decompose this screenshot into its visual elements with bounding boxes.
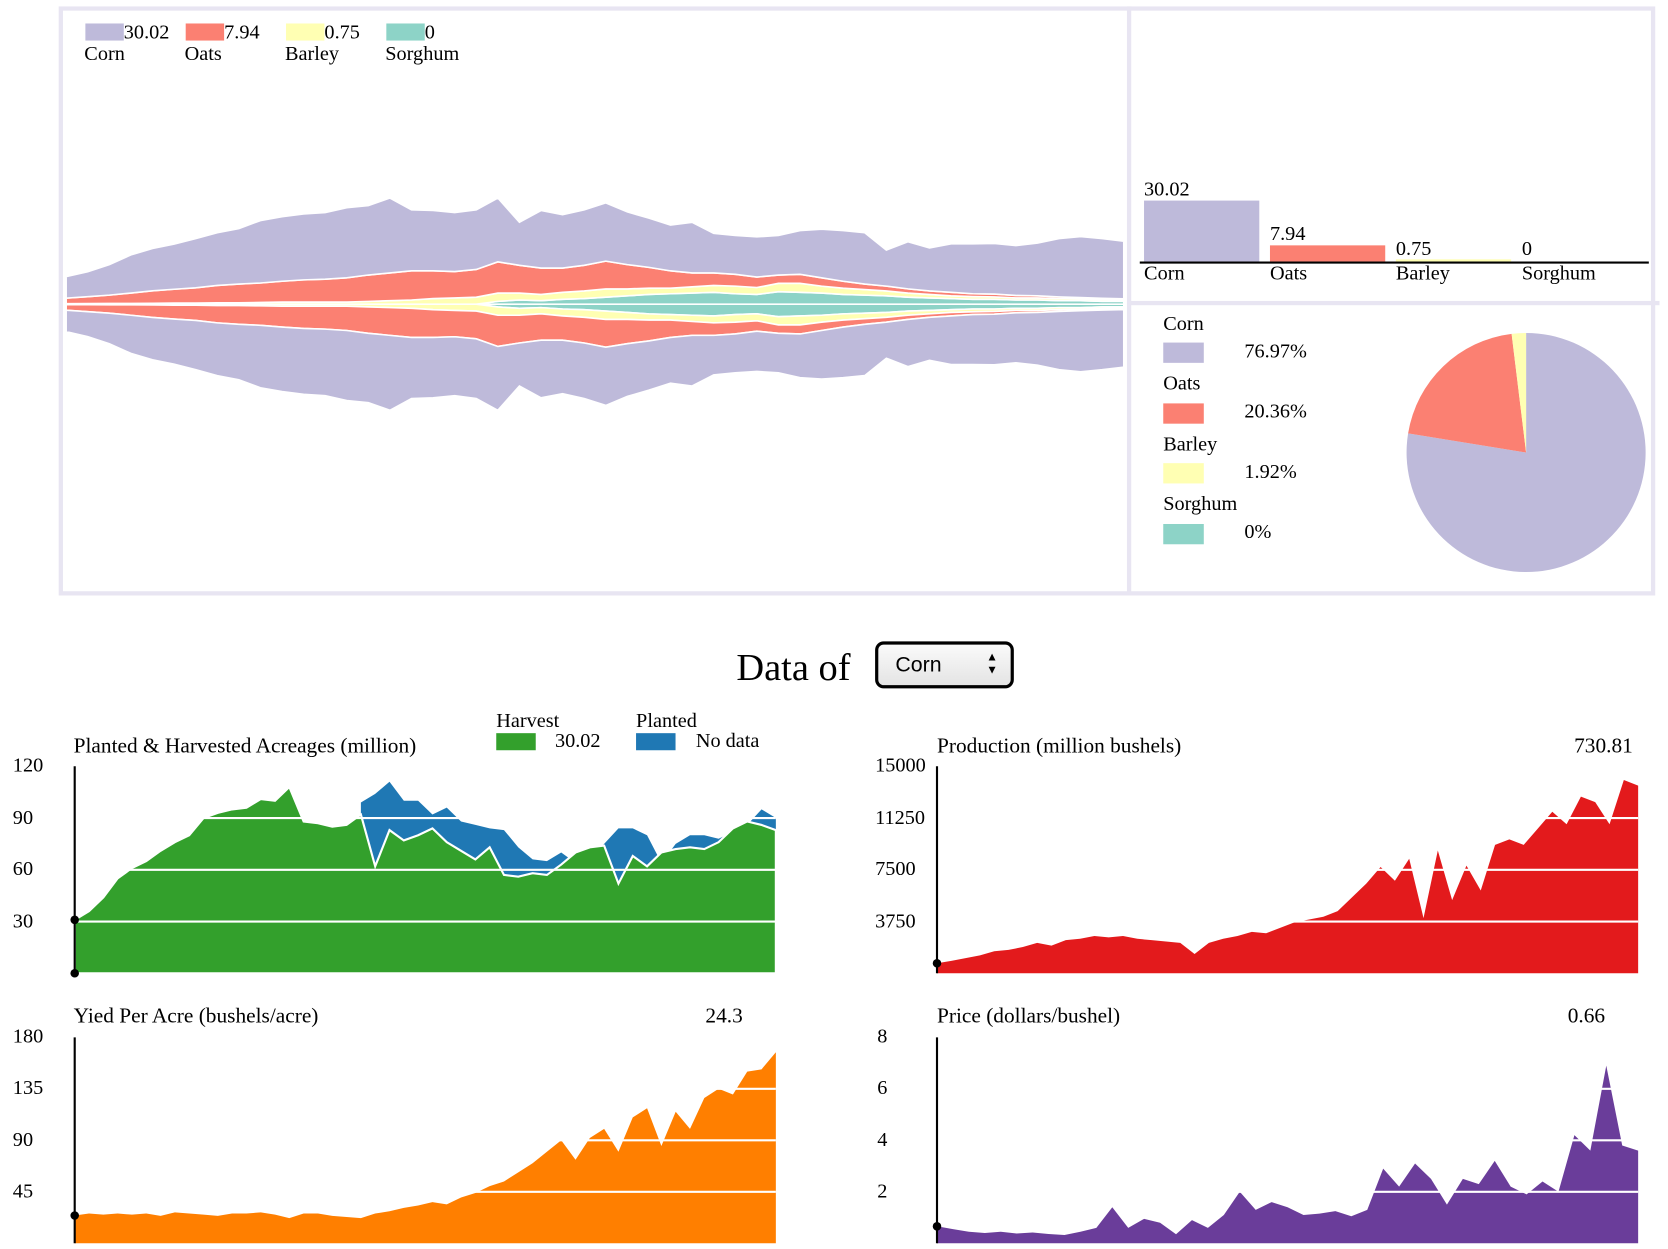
yield-y-tick: 180 <box>12 1025 44 1048</box>
pie-legend-swatch-oats <box>1163 403 1204 424</box>
bar-category-oats: Oats <box>1269 262 1308 285</box>
pie-slice-oats <box>1408 333 1527 453</box>
pie-legend-name-corn: Corn <box>1163 312 1204 336</box>
production-chart-title: Production (million bushels) <box>937 734 1182 758</box>
harvest-area <box>73 785 777 975</box>
price-chart-title: Price (dollars/bushel) <box>937 1004 1121 1028</box>
bar-category-corn: Corn <box>1144 262 1185 285</box>
pie-legend-name-sorghum: Sorghum <box>1163 493 1238 516</box>
yield-y-tick: 45 <box>12 1180 34 1203</box>
bar-label-oats: 7.94 <box>1269 223 1306 246</box>
legend-value-sorghum: 0 <box>424 21 435 44</box>
acreage-y-tick: 90 <box>12 806 34 829</box>
production-y-tick: 15000 <box>875 754 926 777</box>
legend-name-corn: Corn <box>84 42 125 66</box>
legend-planted-swatch <box>636 733 676 751</box>
pie-legend-pct-sorghum: 0% <box>1244 520 1272 544</box>
production-current-point[interactable] <box>932 958 942 968</box>
price-current-point[interactable] <box>932 1222 942 1231</box>
acreage-current-point[interactable] <box>70 915 79 925</box>
pie-chart <box>1406 332 1646 573</box>
crop-select[interactable]: Corn ▲ ▼ <box>875 641 1014 689</box>
legend-swatch-barley <box>286 23 325 41</box>
bar-chart <box>1139 200 1649 264</box>
pie-legend-name-barley: Barley <box>1163 433 1218 456</box>
price-y-tick: 6 <box>877 1077 888 1100</box>
price-y-tick: 4 <box>877 1128 888 1151</box>
production-current-value: 730.81 <box>1574 734 1633 758</box>
legend-name-oats: Oats <box>184 42 222 66</box>
legend-harvest-name: Harvest <box>496 709 560 733</box>
bar-label-barley: 0.75 <box>1395 237 1432 261</box>
legend-harvest-swatch <box>496 733 536 751</box>
price-current-value: 0.66 <box>1567 1004 1606 1028</box>
bar-corn <box>1144 200 1260 262</box>
panel-divider <box>1126 300 1660 306</box>
bar-barley <box>1395 259 1512 262</box>
pie-legend-swatch-barley <box>1163 463 1204 484</box>
legend-value-corn: 30.02 <box>123 21 170 44</box>
production-y-tick: 11250 <box>875 806 926 829</box>
yield-area <box>74 1052 776 1244</box>
acreage-y-tick: 30 <box>12 909 34 933</box>
legend-planted-value: No data <box>695 729 760 753</box>
legend-planted-name: Planted <box>636 709 697 733</box>
production-area <box>937 780 1639 974</box>
pie-legend-swatch-corn <box>1163 342 1204 363</box>
stream-layer-corn[interactable] <box>65 197 1125 300</box>
acreage-y-tick: 120 <box>12 754 44 777</box>
data-of-label: Data of <box>736 645 851 689</box>
pie-slice-barley <box>1511 332 1527 453</box>
pie-legend-pct-oats: 20.36% <box>1244 400 1307 423</box>
streamgraph[interactable] <box>0 0 1668 640</box>
price-area <box>937 1065 1639 1244</box>
bar-oats <box>1269 245 1386 262</box>
legend-name-barley: Barley <box>284 42 340 66</box>
yield-y-tick: 135 <box>12 1077 44 1100</box>
pie-legend-pct-barley: 1.92% <box>1244 461 1297 484</box>
legend-value-oats: 7.94 <box>224 21 260 44</box>
legend-harvest-value: 30.02 <box>554 729 601 753</box>
yield-chart-title: Yied Per Acre (bushels/acre) <box>73 1004 319 1028</box>
pie-legend-pct-corn: 76.97% <box>1244 340 1307 363</box>
updown-arrows-icon: ▲ ▼ <box>986 650 998 677</box>
pie-legend-swatch-sorghum <box>1163 523 1204 545</box>
price-y-tick: 8 <box>877 1025 888 1048</box>
bar-category-barley: Barley <box>1395 262 1450 285</box>
acreage-y-tick: 60 <box>12 858 34 881</box>
stream-layer-corn[interactable] <box>65 308 1125 412</box>
legend-swatch-corn <box>85 23 124 41</box>
bar-category-sorghum: Sorghum <box>1521 262 1596 285</box>
yield-y-tick: 90 <box>12 1128 34 1151</box>
crop-select-value: Corn <box>895 653 942 677</box>
legend-name-sorghum: Sorghum <box>385 42 460 66</box>
legend-swatch-sorghum <box>386 23 425 41</box>
yield-current-point[interactable] <box>70 1211 79 1220</box>
legend-value-barley: 0.75 <box>324 21 360 44</box>
bar-label-sorghum: 0 <box>1521 237 1532 261</box>
acreage-chart-title: Planted & Harvested Acreages (million) <box>73 734 417 758</box>
bar-label-corn: 30.02 <box>1144 178 1190 201</box>
yield-current-value: 24.3 <box>705 1004 743 1028</box>
production-y-tick: 3750 <box>875 909 916 933</box>
price-y-tick: 2 <box>877 1180 888 1203</box>
pie-legend-name-oats: Oats <box>1163 372 1201 395</box>
legend-swatch-oats <box>185 23 225 41</box>
production-y-tick: 7500 <box>875 858 916 881</box>
